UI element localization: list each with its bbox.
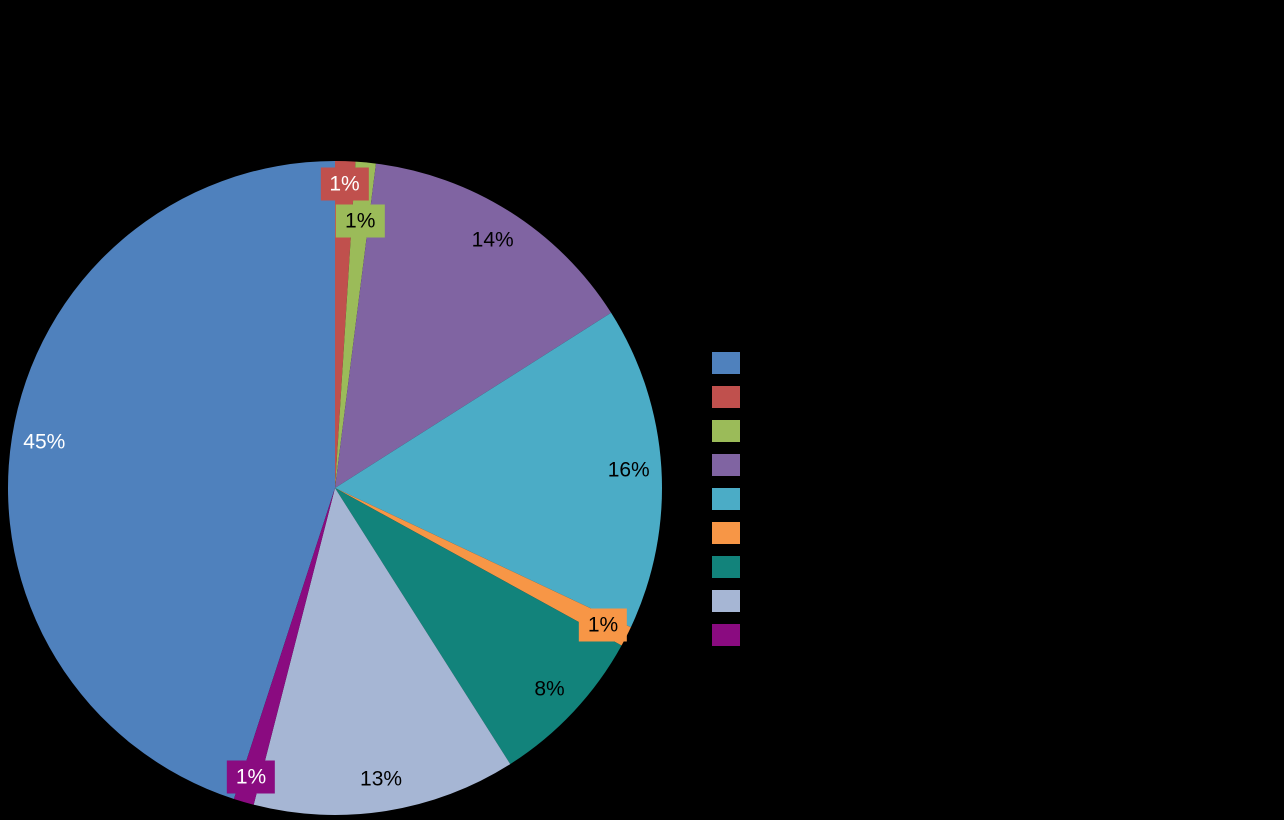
pie-slice-8 <box>253 488 511 816</box>
legend-swatch-8 <box>712 590 740 612</box>
legend-swatch-9 <box>712 624 740 646</box>
pie-slice-3 <box>335 161 376 488</box>
pie-slice-5 <box>335 312 662 628</box>
pie-slice-2 <box>335 161 356 488</box>
legend <box>712 352 740 646</box>
pie-slice-1 <box>7 161 336 799</box>
legend-swatch-1 <box>712 352 740 374</box>
legend-swatch-6 <box>712 522 740 544</box>
legend-swatch-2 <box>712 386 740 408</box>
legend-swatch-4 <box>712 454 740 476</box>
pie-slice-9 <box>233 488 335 805</box>
legend-swatch-7 <box>712 556 740 578</box>
legend-swatch-3 <box>712 420 740 442</box>
pie-slice-7 <box>335 488 622 765</box>
pie-slice-6 <box>335 488 631 646</box>
pie-slice-4 <box>335 163 612 488</box>
legend-swatch-5 <box>712 488 740 510</box>
